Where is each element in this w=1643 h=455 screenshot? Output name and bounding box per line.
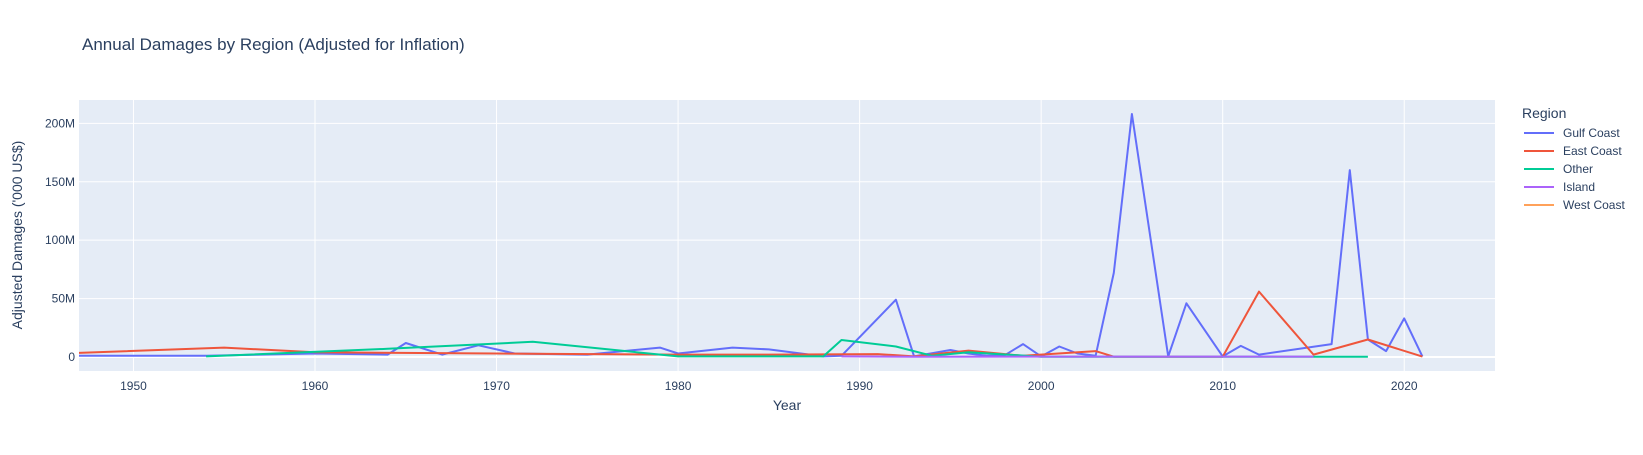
chart-title: Annual Damages by Region (Adjusted for I… — [82, 35, 465, 54]
legend-title: Region — [1522, 105, 1566, 121]
y-tick-label: 100M — [45, 233, 75, 247]
x-tick-label: 1970 — [483, 379, 510, 393]
y-tick-label: 150M — [45, 175, 75, 189]
y-tick-label: 200M — [45, 116, 75, 130]
x-axis-title: Year — [773, 397, 802, 413]
legend-label: West Coast — [1563, 198, 1625, 212]
y-tick-label: 50M — [52, 292, 75, 306]
x-tick-label: 1960 — [302, 379, 329, 393]
legend-label: East Coast — [1563, 144, 1622, 158]
x-tick-label: 2000 — [1028, 379, 1055, 393]
x-tick-label: 1990 — [846, 379, 873, 393]
plot-background — [79, 100, 1495, 371]
legend-label: Island — [1563, 180, 1595, 194]
legend[interactable]: Region Gulf Coast East Coast Other Island We… — [1522, 105, 1625, 212]
x-tick-labels: 1950 1960 1970 1980 1990 2000 2010 2020 — [120, 379, 1418, 393]
legend-item-gulf-coast[interactable]: Gulf Coast — [1524, 126, 1620, 140]
legend-label: Gulf Coast — [1563, 126, 1620, 140]
legend-item-west-coast[interactable]: West Coast — [1524, 198, 1625, 212]
legend-item-island[interactable]: Island — [1524, 180, 1595, 194]
y-tick-labels: 0 50M 100M 150M 200M — [45, 116, 75, 364]
x-tick-label: 2010 — [1209, 379, 1236, 393]
y-tick-label: 0 — [68, 350, 75, 364]
legend-item-other[interactable]: Other — [1524, 162, 1593, 176]
x-tick-label: 1980 — [665, 379, 692, 393]
x-tick-label: 1950 — [120, 379, 147, 393]
legend-item-east-coast[interactable]: East Coast — [1524, 144, 1622, 158]
y-axis-title: Adjusted Damages ('000 US$) — [9, 141, 25, 330]
x-tick-label: 2020 — [1391, 379, 1418, 393]
legend-items[interactable]: Gulf Coast East Coast Other Island West Coas… — [1524, 126, 1625, 212]
legend-label: Other — [1563, 162, 1593, 176]
